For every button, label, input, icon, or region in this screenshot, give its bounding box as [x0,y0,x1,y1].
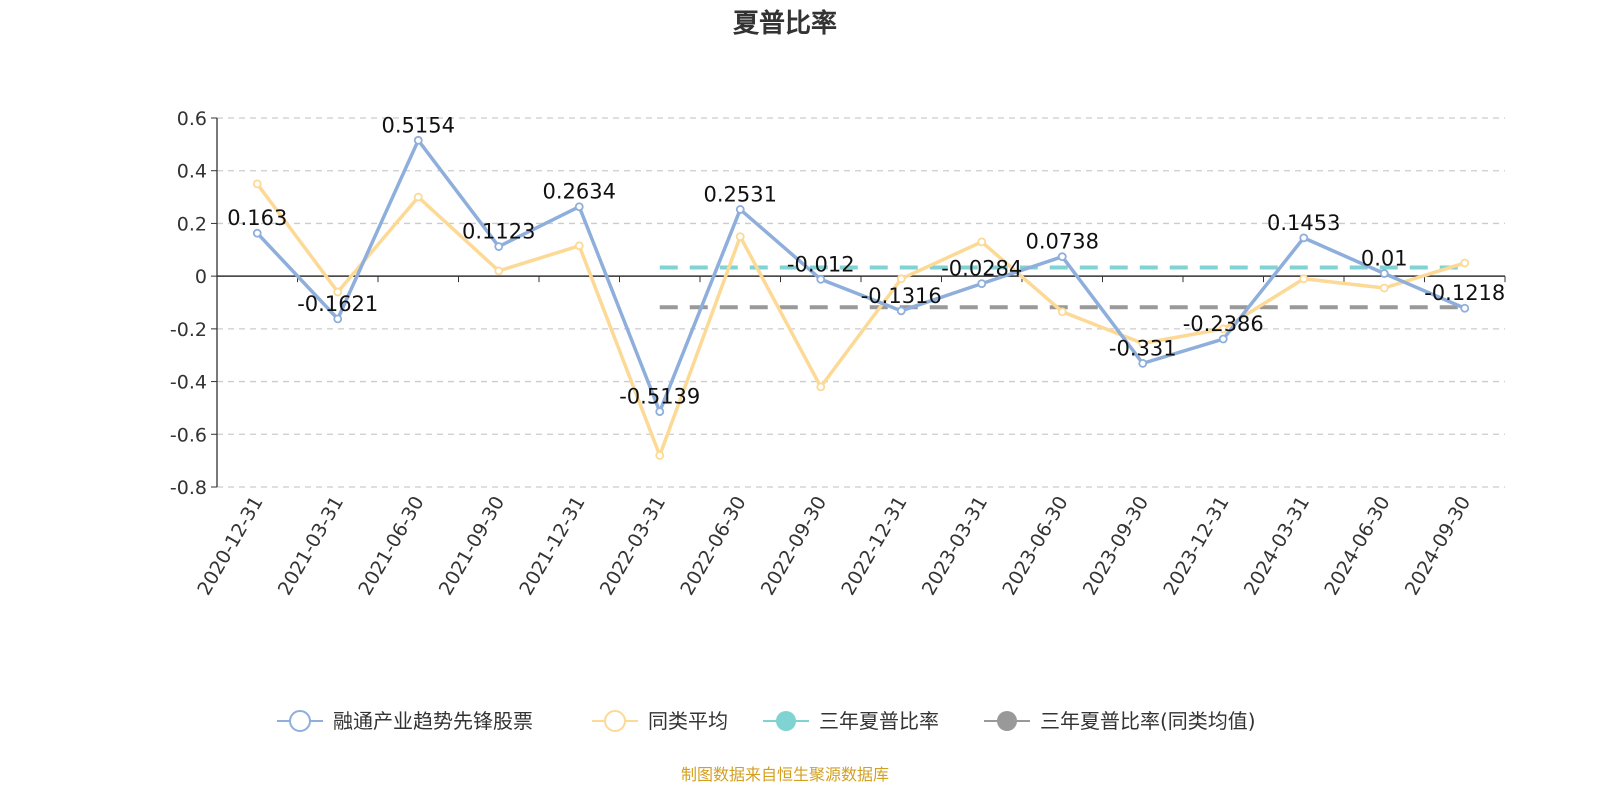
chart-title: 夏普比率 [733,8,837,39]
data-point [1138,338,1148,348]
x-tick-label: 2021-03-31 [274,493,348,600]
data-point [1057,252,1067,262]
data-label: -0.5139 [619,385,700,409]
data-point [896,306,906,316]
data-point [1460,303,1470,313]
data-label: -0.1218 [1424,281,1505,305]
x-tick-label: 2022-09-30 [757,493,831,600]
x-tick-label: 2021-12-31 [515,493,589,600]
y-tick-label: -0.6 [170,424,207,446]
data-point [1379,283,1389,293]
y-tick-label: -0.2 [170,319,207,341]
data-label: 0.1453 [1267,211,1340,235]
data-point [735,232,745,242]
data-point [1057,307,1067,317]
data-point [1299,274,1309,284]
data-label: -0.1621 [297,292,378,316]
data-point [735,205,745,214]
data-point [655,450,665,460]
data-label: -0.331 [1109,336,1177,360]
data-point [1218,334,1228,344]
data-label: -0.2386 [1183,312,1264,336]
x-tick-label: 2024-03-31 [1240,493,1314,600]
x-tick-label: 2023-06-30 [998,493,1072,600]
legend-label: 三年夏普比率 [819,709,939,733]
data-point [1460,258,1470,268]
data-point [816,274,826,284]
data-point [413,192,423,202]
x-tick-label: 2022-06-30 [676,493,750,600]
data-point [252,179,262,189]
legend-label: 融通产业趋势先锋股票 [333,709,533,733]
data-point [252,228,262,238]
x-tick-label: 2020-12-31 [193,493,267,600]
data-label: 0.2531 [704,182,777,206]
y-tick-label: -0.4 [170,372,207,394]
data-point [574,202,584,212]
legend-label: 同类平均 [648,709,728,733]
data-point [1138,358,1148,368]
data-label: 0.2634 [543,180,616,204]
x-tick-label: 2022-03-31 [596,493,670,600]
x-tick-label: 2022-12-31 [837,493,911,600]
data-point [333,314,343,324]
y-tick-label: 0.4 [177,161,207,183]
data-point [977,279,987,289]
data-label: 0.01 [1361,247,1408,271]
legend-circle-icon [604,710,626,732]
series-line [255,138,1466,414]
legend-label: 三年夏普比率(同类均值) [1040,709,1256,733]
data-point [494,266,504,276]
x-tick-label: 2024-06-30 [1320,493,1394,600]
data-label: -0.1316 [861,284,942,308]
x-tick-label: 2023-09-30 [1079,493,1153,600]
x-tick-label: 2023-03-31 [918,493,992,600]
data-point [1379,269,1389,278]
x-tick-label: 2023-12-31 [1159,493,1233,600]
data-source: 制图数据来自恒生聚源数据库 [681,765,889,784]
legend-circle-icon [289,710,311,732]
y-tick-label: 0 [195,266,207,288]
data-point [494,242,504,251]
x-tick-label: 2024-09-30 [1401,493,1475,600]
series-line [255,182,1466,458]
data-point [1218,324,1228,334]
data-label: -0.0284 [941,257,1022,281]
y-tick-label: 0.2 [177,213,207,235]
data-point [977,237,987,247]
data-label: -0.012 [787,252,855,276]
data-label: 0.5154 [382,113,455,137]
x-tick-label: 2021-09-30 [435,493,509,600]
data-point [816,382,826,392]
data-label: 0.0738 [1026,230,1099,254]
data-point [574,241,584,251]
data-point [655,407,665,416]
data-point [333,287,343,297]
data-label: 0.1123 [462,220,535,244]
legend-circle-icon [997,711,1017,731]
data-point [413,135,423,145]
y-tick-label: 0.6 [177,108,207,130]
data-point [1299,233,1309,243]
y-tick-label: -0.8 [170,477,207,499]
x-tick-label: 2021-06-30 [354,493,428,600]
data-label: 0.163 [227,206,287,230]
data-point [896,274,906,284]
legend-circle-icon [776,711,796,731]
